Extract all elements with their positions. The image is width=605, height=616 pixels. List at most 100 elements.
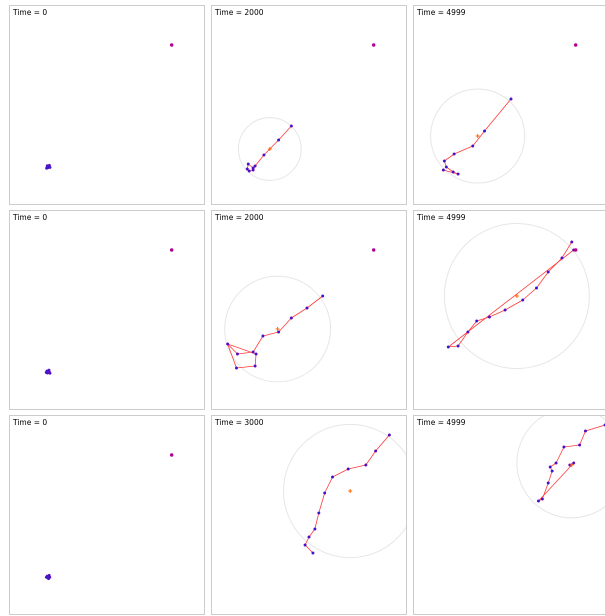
link-line [541,482,549,500]
panel-frame [413,5,605,205]
link-line [375,434,390,452]
centroid-marker [514,294,519,298]
panel-2 [237,43,376,181]
panel-title: Time = 0 [12,418,47,427]
panel-title: Time = 3000 [214,418,264,427]
agent-point [482,129,487,133]
agent-point [245,167,249,171]
panel-title: Time = 2000 [214,8,264,17]
agent-point [509,97,513,101]
panel-frame [211,415,407,615]
panel-title: Time = 0 [12,213,47,222]
agent-point [536,499,540,503]
agent-point [548,465,552,469]
panel-1 [45,43,174,170]
agent-point [44,370,48,374]
agent-point [546,481,550,485]
link-line [262,331,279,337]
agent-point [289,316,293,320]
agent-point [330,475,335,479]
goal-point [371,43,376,47]
panel-frame [9,210,205,410]
link-line [585,424,605,432]
link-line [561,241,573,259]
link-line [443,169,459,175]
link-line [547,257,563,273]
link-line [538,462,575,502]
agent-point [452,152,456,156]
link-line [536,271,549,289]
range-circle [430,88,526,184]
agent-point [444,165,448,169]
agent-point [521,298,525,302]
panel-4 [44,248,174,375]
link-line [314,512,320,530]
agent-point [321,294,325,298]
agent-point [262,153,266,157]
agent-point [534,286,539,290]
agent-point [226,342,230,346]
goal-point [573,248,578,252]
goal-point [169,248,174,252]
link-line [254,154,265,167]
goal-point [573,43,578,47]
link-line [236,365,256,369]
agent-point [307,535,311,539]
agent-point [234,366,239,370]
link-line [227,343,237,369]
agent-point [323,491,327,495]
range-circle [443,222,590,370]
link-line [263,139,279,156]
agent-point [442,159,446,163]
agent-point [451,170,455,174]
range-circle [224,275,332,383]
link-line [448,345,459,348]
link-line [522,287,537,301]
agent-point [277,330,281,334]
agent-point [253,164,257,168]
panel-frame [211,5,407,205]
agent-point [572,461,576,465]
panel-title: Time = 4999 [416,213,466,222]
link-line [252,335,264,353]
panel-8 [283,423,407,559]
link-line [476,316,490,322]
agent-point [253,364,257,368]
agent-point [374,449,378,453]
agent-point [48,371,52,375]
panel-5 [224,248,376,383]
link-line [324,476,333,494]
centroid-marker [267,147,272,151]
link-line [457,331,469,347]
link-line [254,353,257,367]
agent-point [471,144,475,148]
panel-frame [413,415,605,615]
link-line [547,470,553,484]
panel-frame [9,415,205,615]
agent-point [251,350,255,354]
agent-point [247,169,251,173]
agent-point [560,256,564,260]
link-line [467,320,478,333]
agent-point [289,124,293,128]
link-line [563,444,580,448]
agent-point [387,433,391,437]
link-line [579,430,586,446]
link-line [304,544,314,554]
agent-point [303,543,307,547]
centroid-marker [475,134,480,138]
panel-frame [211,210,407,410]
panel-3 [430,43,578,184]
agent-point [44,575,48,579]
agent-point [277,138,281,142]
agent-point [441,168,445,172]
agent-point [456,172,460,176]
agent-point [254,352,258,356]
agent-point [47,577,51,581]
agent-point [313,527,317,531]
agent-point [562,445,566,449]
link-line [278,125,292,141]
link-line [308,528,316,538]
agent-point [570,240,574,244]
